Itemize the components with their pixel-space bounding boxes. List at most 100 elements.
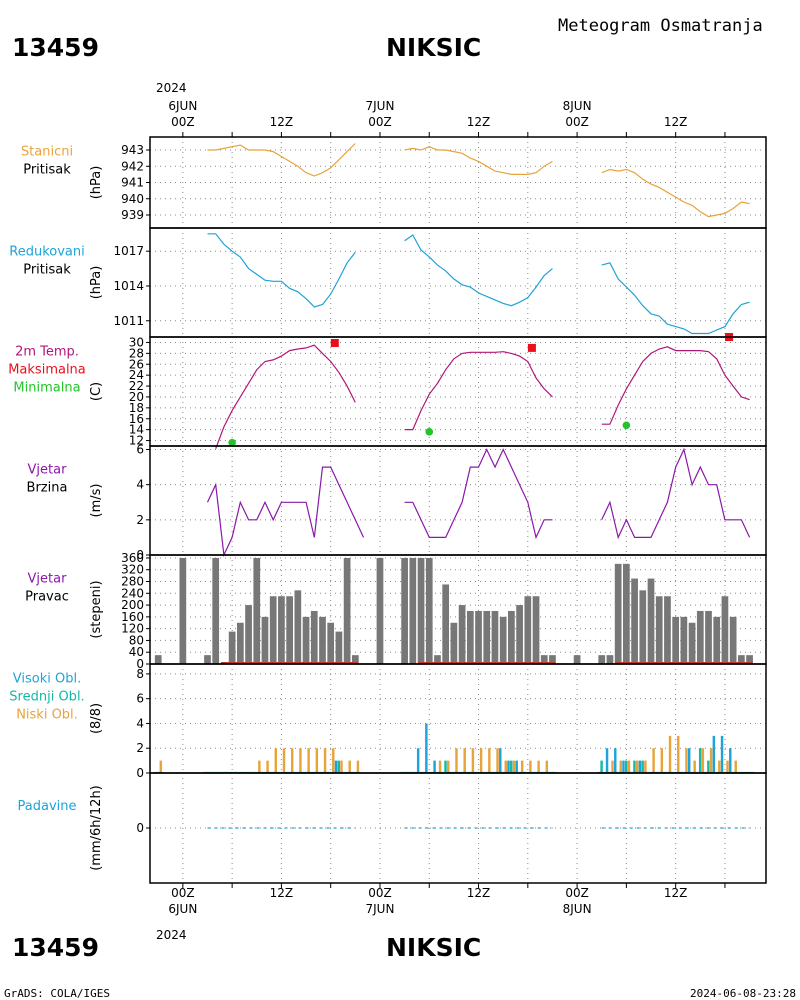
wind-direction-bar [212, 557, 220, 664]
low-cloud-bar [619, 760, 622, 773]
mid-cloud-bar [510, 760, 513, 773]
wind-direction-bar [261, 616, 269, 664]
maximum-marker [330, 338, 339, 347]
y-tick-label: 18 [129, 401, 144, 415]
high-cloud-bar [614, 748, 617, 773]
panels: 939940941942943(hPa)StanicniPritisak1011… [8, 99, 767, 916]
high-cloud-bar [729, 748, 732, 773]
low-cloud-bar [159, 760, 163, 773]
wind-direction-bar [245, 605, 252, 664]
wind-direction-bar [154, 655, 162, 664]
high-cloud-bar [720, 735, 724, 773]
series-line [601, 346, 750, 425]
low-cloud-bar [323, 748, 327, 773]
bottom-year-label: 2024 [156, 928, 187, 942]
series-line [207, 143, 356, 177]
low-cloud-bar [529, 760, 532, 773]
wind-direction-bar [425, 557, 433, 664]
y-tick-label: 0 [136, 657, 144, 671]
wind-direction-bar [253, 557, 261, 664]
minimum-marker [622, 421, 631, 430]
minimum-marker [425, 428, 434, 436]
panel-label: Vjetar [28, 463, 68, 478]
bottom-time-label: 00Z [368, 886, 392, 900]
low-cloud-bar [677, 735, 680, 773]
wind-direction-bar [680, 616, 688, 664]
wind-direction-bar [302, 616, 310, 664]
y-tick-label: 320 [121, 563, 144, 577]
low-cloud-bar [496, 748, 499, 773]
y-tick-label: 939 [121, 208, 144, 222]
wind-direction-bar [672, 616, 680, 664]
y-tick-label: 30 [129, 335, 144, 349]
low-cloud-bar [356, 760, 360, 773]
low-cloud-bar [447, 760, 450, 773]
wind-direction-bar [540, 655, 548, 664]
high-cloud-bar [687, 748, 691, 773]
low-cloud-bar [726, 760, 729, 773]
bottom-time-label: 00Z [565, 886, 589, 900]
wind-direction-bar [376, 557, 384, 664]
high-cloud-bar [638, 760, 642, 773]
y-tick-label: 20 [129, 390, 144, 404]
high-cloud-bar [416, 748, 420, 773]
wind-direction-bar [319, 616, 326, 664]
wind-direction-bar [573, 655, 581, 664]
panel-label: Srednji Obl. [9, 690, 84, 705]
bottom-time-label: 00Z [171, 886, 195, 900]
high-cloud-bar [425, 723, 428, 773]
wind-direction-bar [450, 622, 458, 664]
y-tick-label: 6 [136, 443, 144, 457]
wind-direction-bar [286, 596, 293, 664]
y-tick-label: 4 [136, 478, 144, 492]
low-cloud-bar [734, 760, 737, 773]
mid-cloud-bar [698, 748, 702, 773]
low-cloud-bar [611, 760, 614, 773]
bottom-time-label: 6JUN [168, 902, 197, 916]
low-cloud-bar [709, 748, 713, 773]
wind-direction-bar [442, 584, 450, 664]
low-cloud-bar [479, 748, 483, 773]
top-time-label: 00Z [368, 115, 392, 129]
wind-direction-bar [294, 590, 302, 664]
station-name-bottom: NIKSIC [386, 933, 481, 962]
unit-label: (mm/6h/12h) [89, 785, 104, 871]
low-cloud-bar [274, 748, 278, 773]
low-cloud-bar [348, 760, 351, 773]
wind-direction-bar [655, 596, 663, 664]
y-tick-label: 16 [129, 412, 144, 426]
y-tick-label: 14 [129, 423, 144, 437]
station-id-bottom: 13459 [12, 933, 99, 962]
panel-label: 2m Temp. [15, 345, 79, 360]
low-cloud-bar [340, 760, 343, 773]
unit-label: (8/8) [89, 703, 104, 734]
wind-direction-bar [524, 596, 532, 664]
wind-direction-bar [310, 610, 318, 664]
product-title: Meteogram Osmatranja [558, 16, 763, 36]
low-cloud-bar [520, 760, 524, 773]
maximum-marker [527, 343, 536, 352]
wind-direction-bar [647, 578, 655, 664]
mid-cloud-bar [633, 760, 636, 773]
wind-direction-panel: 04080120160200240280320360(stepeni)Vjeta… [25, 551, 767, 671]
y-tick-label: 2 [136, 513, 144, 527]
bottom-time-label: 7JUN [366, 902, 395, 916]
panel-label: Minimalna [13, 381, 80, 396]
low-cloud-bar [545, 760, 549, 773]
wind-direction-bar [705, 610, 712, 664]
bottom-time-label: 12Z [467, 886, 491, 900]
high-cloud-bar [507, 760, 510, 773]
wind-direction-bar [343, 557, 351, 664]
series-line [404, 146, 553, 175]
wind-direction-bar [516, 605, 523, 664]
wind-direction-bar [228, 631, 236, 664]
wind-speed-panel: 0 2 4 6 (m/s) Vjetar Brzina [27, 443, 767, 562]
y-tick-label: 1014 [113, 279, 144, 293]
wind-direction-bar [466, 610, 474, 664]
low-cloud-bar [299, 748, 302, 773]
wind-direction-bar [458, 605, 466, 664]
wind-direction-bar [327, 622, 335, 664]
low-cloud-bar [438, 760, 442, 773]
